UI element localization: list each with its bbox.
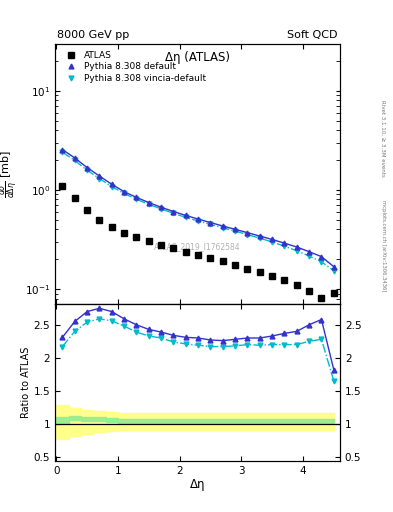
Pythia 8.308 default — [233, 226, 237, 232]
Pythia 8.308 vincia-default — [270, 239, 274, 245]
ATLAS — [171, 245, 176, 251]
Pythia 8.308 default — [245, 229, 250, 236]
Pythia 8.308 vincia-default — [147, 201, 151, 207]
ATLAS — [319, 294, 324, 301]
ATLAS — [85, 207, 90, 214]
Pythia 8.308 vincia-default — [72, 157, 77, 163]
Text: Soft QCD: Soft QCD — [288, 30, 338, 40]
Pythia 8.308 vincia-default — [245, 231, 250, 238]
Pythia 8.308 default — [60, 146, 65, 153]
ATLAS — [245, 266, 250, 272]
Pythia 8.308 default — [97, 173, 102, 179]
Pythia 8.308 default — [147, 200, 151, 206]
Pythia 8.308 default — [171, 208, 176, 215]
Pythia 8.308 vincia-default — [159, 206, 163, 212]
Text: mcplots.cern.ch [arXiv:1306.3436]: mcplots.cern.ch [arXiv:1306.3436] — [381, 200, 386, 291]
Pythia 8.308 default — [257, 233, 262, 239]
ATLAS — [109, 224, 114, 230]
Pythia 8.308 default — [208, 220, 213, 226]
Pythia 8.308 vincia-default — [307, 253, 312, 259]
ATLAS — [122, 229, 127, 236]
Pythia 8.308 vincia-default — [85, 167, 90, 173]
ATLAS — [270, 273, 274, 279]
Pythia 8.308 vincia-default — [220, 225, 225, 231]
X-axis label: Δη: Δη — [190, 478, 205, 492]
ATLAS — [233, 262, 237, 268]
Pythia 8.308 vincia-default — [171, 210, 176, 217]
Pythia 8.308 vincia-default — [184, 215, 188, 221]
Pythia 8.308 default — [72, 155, 77, 161]
ATLAS — [97, 217, 102, 223]
Line: ATLAS: ATLAS — [60, 183, 336, 301]
ATLAS — [147, 238, 151, 244]
Pythia 8.308 default — [307, 249, 312, 255]
Pythia 8.308 default — [282, 240, 287, 246]
ATLAS — [134, 234, 139, 240]
Pythia 8.308 vincia-default — [331, 268, 336, 274]
Pythia 8.308 vincia-default — [97, 176, 102, 182]
Pythia 8.308 default — [85, 164, 90, 170]
Pythia 8.308 vincia-default — [60, 149, 65, 155]
Y-axis label: $\frac{d\sigma}{d\Delta\eta}$ [mb]: $\frac{d\sigma}{d\Delta\eta}$ [mb] — [0, 150, 20, 198]
Pythia 8.308 default — [109, 181, 114, 187]
Y-axis label: Ratio to ATLAS: Ratio to ATLAS — [21, 347, 31, 418]
Pythia 8.308 default — [220, 223, 225, 229]
Pythia 8.308 default — [196, 216, 200, 222]
Pythia 8.308 default — [270, 237, 274, 243]
Pythia 8.308 vincia-default — [319, 259, 324, 265]
ATLAS — [331, 289, 336, 295]
ATLAS — [257, 269, 262, 275]
Text: Δη (ATLAS): Δη (ATLAS) — [165, 51, 230, 65]
Pythia 8.308 vincia-default — [257, 235, 262, 241]
Pythia 8.308 vincia-default — [109, 183, 114, 189]
Pythia 8.308 default — [184, 212, 188, 219]
ATLAS — [282, 278, 287, 284]
Pythia 8.308 vincia-default — [233, 228, 237, 234]
Pythia 8.308 vincia-default — [134, 196, 139, 202]
ATLAS — [208, 255, 213, 261]
Line: Pythia 8.308 default: Pythia 8.308 default — [60, 147, 336, 269]
Text: 8000 GeV pp: 8000 GeV pp — [57, 30, 129, 40]
Pythia 8.308 vincia-default — [294, 248, 299, 254]
Text: Rivet 3.1.10, ≥ 3.3M events: Rivet 3.1.10, ≥ 3.3M events — [381, 100, 386, 177]
ATLAS — [159, 242, 163, 248]
Pythia 8.308 vincia-default — [208, 221, 213, 227]
Pythia 8.308 vincia-default — [196, 218, 200, 224]
ATLAS — [220, 258, 225, 264]
ATLAS — [60, 183, 65, 189]
Text: ATLAS_2019_I1762584: ATLAS_2019_I1762584 — [154, 243, 241, 251]
Pythia 8.308 default — [134, 195, 139, 201]
Legend: ATLAS, Pythia 8.308 default, Pythia 8.308 vincia-default: ATLAS, Pythia 8.308 default, Pythia 8.30… — [59, 48, 209, 86]
ATLAS — [307, 288, 312, 294]
ATLAS — [184, 249, 188, 255]
Pythia 8.308 default — [159, 204, 163, 210]
Line: Pythia 8.308 vincia-default: Pythia 8.308 vincia-default — [60, 150, 336, 273]
Pythia 8.308 default — [331, 264, 336, 270]
Pythia 8.308 default — [319, 253, 324, 260]
ATLAS — [294, 282, 299, 288]
Pythia 8.308 vincia-default — [122, 190, 127, 197]
Pythia 8.308 default — [294, 244, 299, 250]
Pythia 8.308 vincia-default — [282, 243, 287, 249]
ATLAS — [196, 252, 200, 258]
ATLAS — [72, 196, 77, 202]
Pythia 8.308 default — [122, 188, 127, 195]
